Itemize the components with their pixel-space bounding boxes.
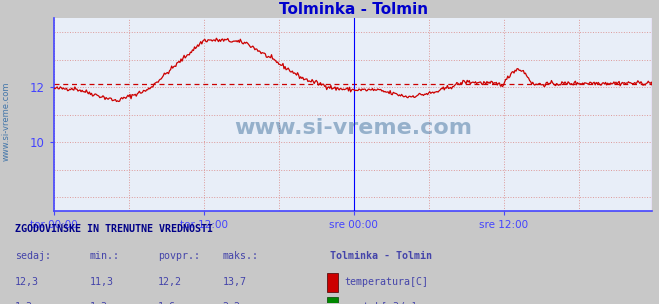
Text: 12,2: 12,2 <box>158 277 182 287</box>
Text: povpr.:: povpr.: <box>158 251 200 261</box>
Title: Tolminka - Tolmin: Tolminka - Tolmin <box>279 2 428 17</box>
Text: 2,2: 2,2 <box>223 302 241 304</box>
Text: sedaj:: sedaj: <box>15 251 51 261</box>
Text: www.si-vreme.com: www.si-vreme.com <box>234 118 473 138</box>
Text: 12,3: 12,3 <box>15 277 39 287</box>
Text: temperatura[C]: temperatura[C] <box>345 277 429 287</box>
Text: 13,7: 13,7 <box>223 277 246 287</box>
Text: 1,6: 1,6 <box>158 302 176 304</box>
Text: maks.:: maks.: <box>223 251 259 261</box>
Text: ZGODOVINSKE IN TRENUTNE VREDNOSTI: ZGODOVINSKE IN TRENUTNE VREDNOSTI <box>15 224 213 234</box>
Text: min.:: min.: <box>90 251 120 261</box>
Text: 1,3: 1,3 <box>90 302 107 304</box>
Bar <box>327 273 338 292</box>
Text: www.si-vreme.com: www.si-vreme.com <box>2 82 11 161</box>
Text: 11,3: 11,3 <box>90 277 113 287</box>
Text: pretok[m3/s]: pretok[m3/s] <box>345 302 416 304</box>
Text: 1,3: 1,3 <box>15 302 33 304</box>
Text: Tolminka - Tolmin: Tolminka - Tolmin <box>330 251 432 261</box>
Bar <box>327 297 338 304</box>
